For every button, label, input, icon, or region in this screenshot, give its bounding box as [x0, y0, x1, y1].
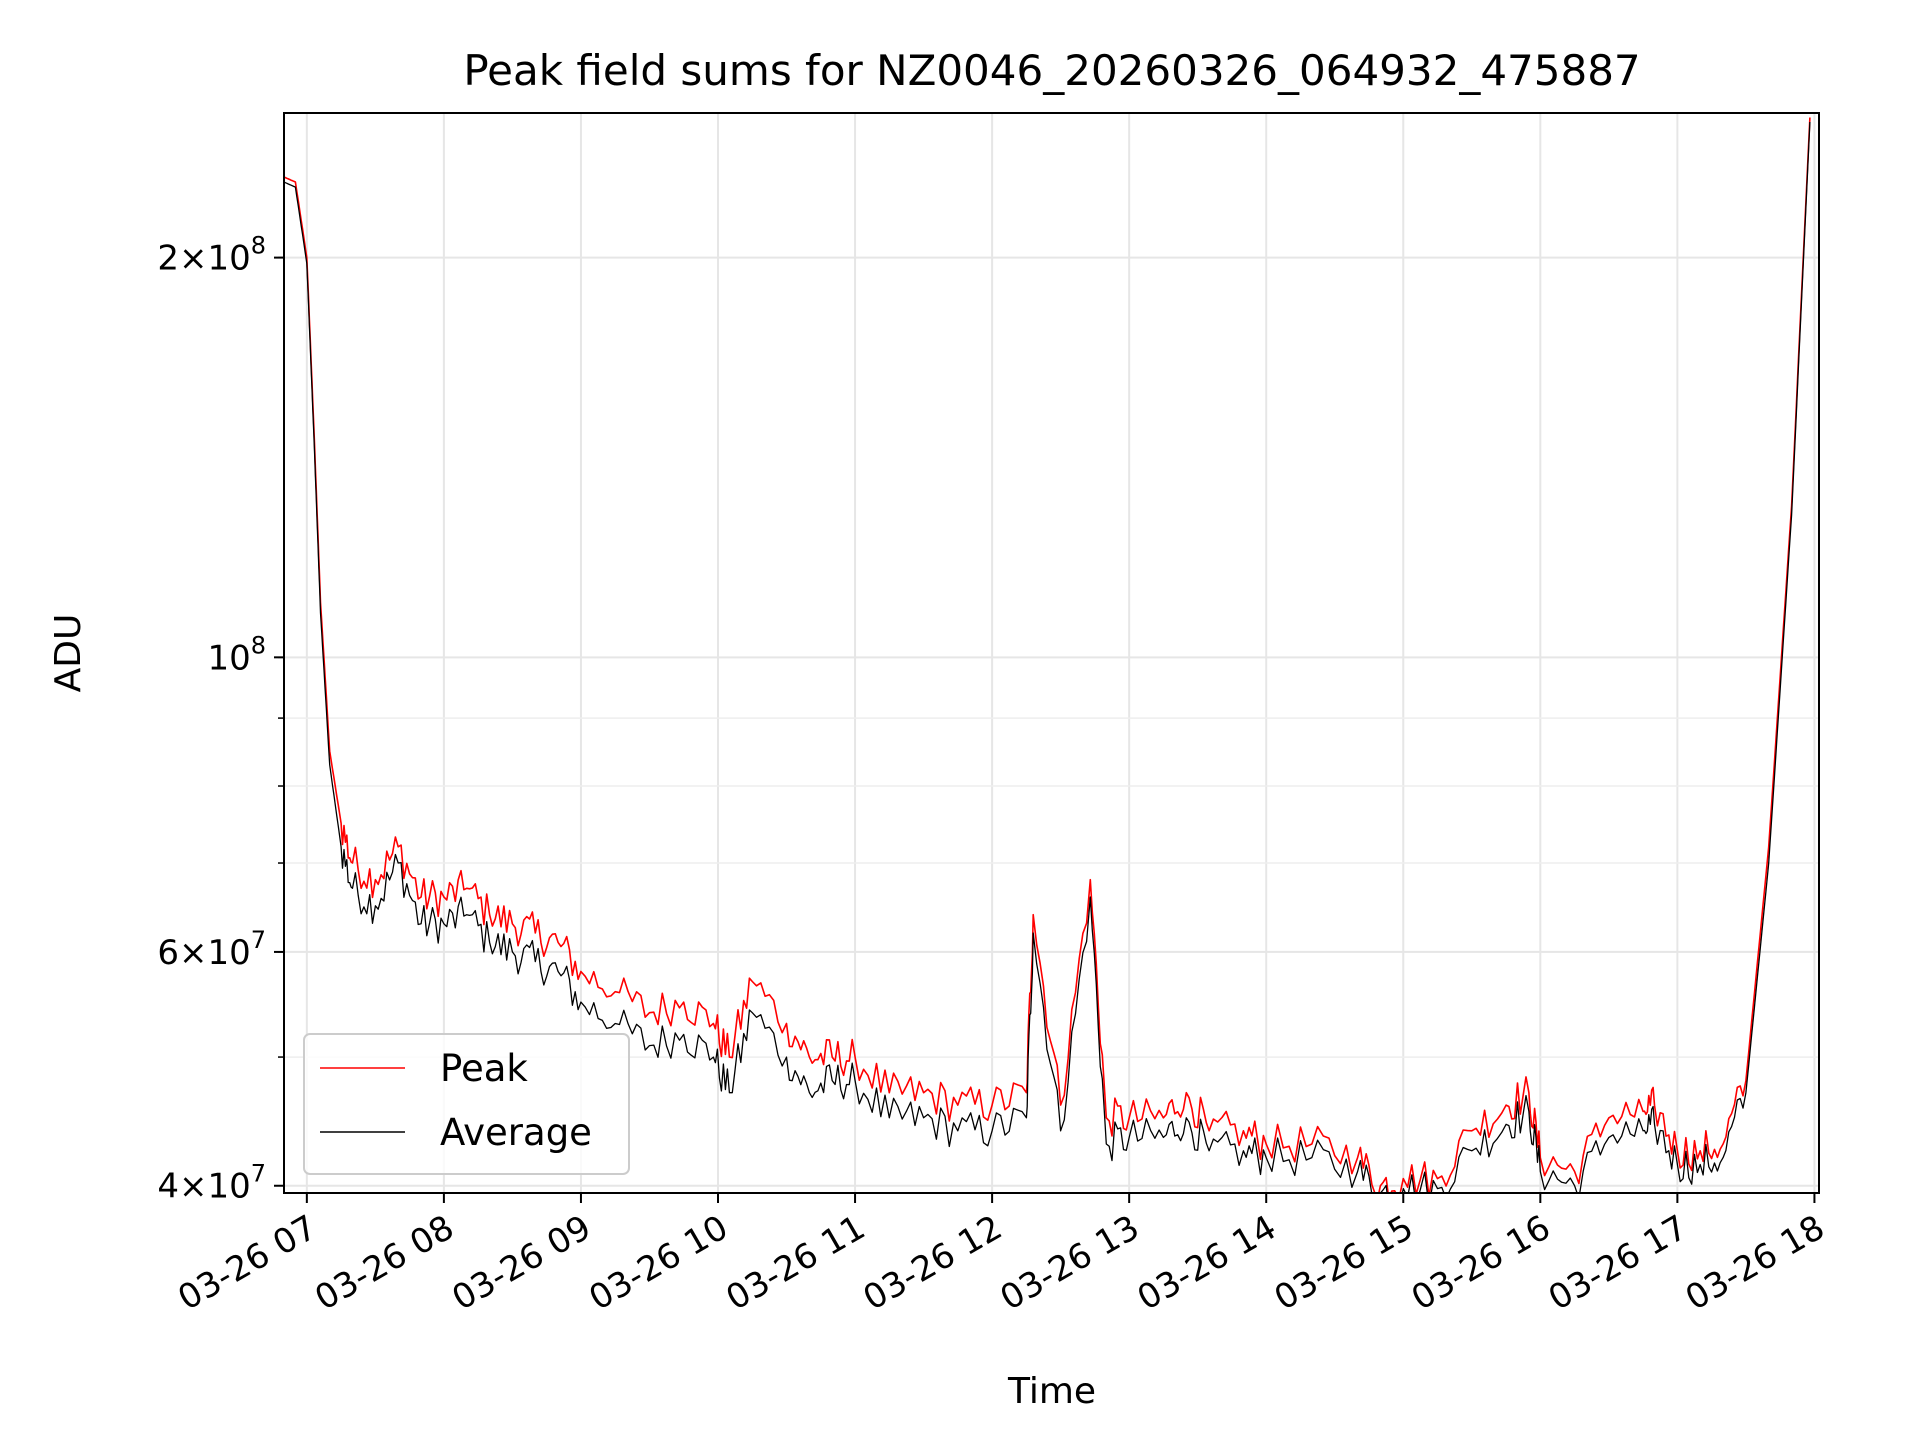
grid: [284, 113, 1819, 1193]
series-line-average: [284, 121, 1811, 1193]
series-line-peak: [284, 117, 1811, 1193]
y-axis-label: ADU: [48, 614, 89, 693]
y-tick-label: 6×107: [157, 926, 266, 973]
y-tick-exponent: 8: [251, 631, 266, 659]
y-axis: 4×107 6×107 108 2×108: [157, 232, 284, 1207]
chart-title: Peak field sums for NZ0046_20260326_0649…: [463, 46, 1640, 95]
y-tick-label: 2×108: [157, 232, 266, 279]
y-tick-exponent: 7: [251, 926, 266, 954]
x-axis-label: Time: [1007, 1371, 1096, 1412]
legend-label-peak: Peak: [440, 1047, 528, 1090]
y-tick-label: 108: [207, 631, 266, 678]
legend-box: [303, 1033, 630, 1175]
plot-frame: [283, 112, 1820, 1194]
y-tick-exponent: 8: [251, 232, 266, 260]
plot-area: [284, 117, 1811, 1193]
y-tick-mantissa: 2: [157, 239, 179, 279]
legend: Peak Average: [303, 1033, 630, 1175]
y-tick-mantissa: 4: [157, 1167, 179, 1207]
y-tick-exponent: 7: [251, 1160, 266, 1188]
legend-label-average: Average: [440, 1111, 592, 1154]
y-tick-label: 4×107: [157, 1160, 266, 1207]
y-tick-mantissa: 6: [157, 933, 179, 973]
